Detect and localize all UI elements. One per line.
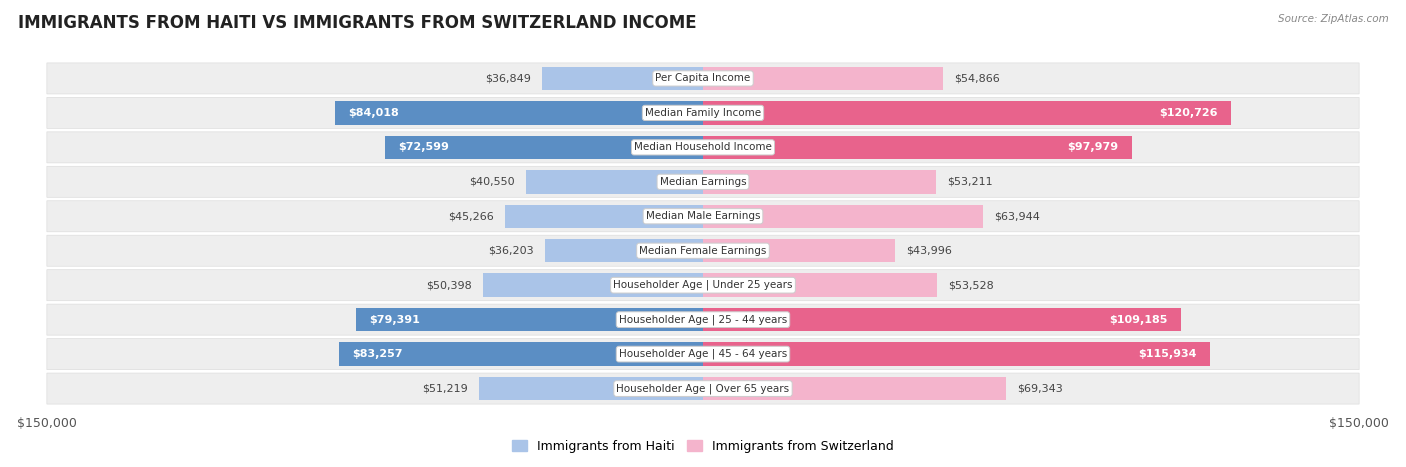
Text: Householder Age | 25 - 44 years: Householder Age | 25 - 44 years — [619, 314, 787, 325]
FancyBboxPatch shape — [46, 235, 1360, 266]
Text: $72,599: $72,599 — [398, 142, 450, 152]
Text: $120,726: $120,726 — [1160, 108, 1218, 118]
Legend: Immigrants from Haiti, Immigrants from Switzerland: Immigrants from Haiti, Immigrants from S… — [508, 435, 898, 458]
Bar — [703, 67, 943, 90]
Text: Per Capita Income: Per Capita Income — [655, 73, 751, 84]
Bar — [356, 308, 703, 332]
Bar — [703, 239, 896, 262]
FancyBboxPatch shape — [46, 98, 1360, 128]
Bar — [385, 135, 703, 159]
Text: $84,018: $84,018 — [349, 108, 399, 118]
Bar — [703, 308, 1181, 332]
Bar — [703, 377, 1007, 400]
Text: $53,211: $53,211 — [946, 177, 993, 187]
Text: $51,219: $51,219 — [422, 383, 468, 394]
Bar — [541, 67, 703, 90]
Text: $53,528: $53,528 — [948, 280, 994, 290]
Text: $43,996: $43,996 — [907, 246, 952, 256]
Text: $45,266: $45,266 — [449, 211, 494, 221]
Bar — [703, 342, 1211, 366]
Text: $69,343: $69,343 — [1018, 383, 1063, 394]
Bar — [703, 170, 936, 193]
Text: Source: ZipAtlas.com: Source: ZipAtlas.com — [1278, 14, 1389, 24]
Bar — [544, 239, 703, 262]
Text: Median Male Earnings: Median Male Earnings — [645, 211, 761, 221]
Bar — [482, 274, 703, 297]
Text: Median Household Income: Median Household Income — [634, 142, 772, 152]
FancyBboxPatch shape — [46, 63, 1360, 94]
FancyBboxPatch shape — [46, 373, 1360, 404]
Text: $79,391: $79,391 — [368, 315, 420, 325]
FancyBboxPatch shape — [46, 339, 1360, 369]
Text: Median Earnings: Median Earnings — [659, 177, 747, 187]
Text: $36,849: $36,849 — [485, 73, 531, 84]
Bar — [526, 170, 703, 193]
Text: $115,934: $115,934 — [1139, 349, 1197, 359]
Text: $97,979: $97,979 — [1067, 142, 1118, 152]
Text: Householder Age | Under 25 years: Householder Age | Under 25 years — [613, 280, 793, 290]
Text: Householder Age | Over 65 years: Householder Age | Over 65 years — [616, 383, 790, 394]
Text: IMMIGRANTS FROM HAITI VS IMMIGRANTS FROM SWITZERLAND INCOME: IMMIGRANTS FROM HAITI VS IMMIGRANTS FROM… — [18, 14, 697, 32]
Text: $54,866: $54,866 — [953, 73, 1000, 84]
Text: $109,185: $109,185 — [1109, 315, 1167, 325]
Text: Median Female Earnings: Median Female Earnings — [640, 246, 766, 256]
Text: Median Family Income: Median Family Income — [645, 108, 761, 118]
Bar — [505, 205, 703, 228]
Bar — [479, 377, 703, 400]
Bar — [703, 274, 938, 297]
FancyBboxPatch shape — [46, 166, 1360, 198]
Bar — [339, 342, 703, 366]
Text: $40,550: $40,550 — [470, 177, 515, 187]
Text: Householder Age | 45 - 64 years: Householder Age | 45 - 64 years — [619, 349, 787, 359]
Bar — [336, 101, 703, 125]
Text: $36,203: $36,203 — [488, 246, 534, 256]
FancyBboxPatch shape — [46, 201, 1360, 232]
FancyBboxPatch shape — [46, 304, 1360, 335]
Bar — [703, 101, 1232, 125]
Text: $83,257: $83,257 — [352, 349, 402, 359]
Text: $50,398: $50,398 — [426, 280, 471, 290]
Bar — [703, 135, 1132, 159]
Text: $63,944: $63,944 — [994, 211, 1039, 221]
FancyBboxPatch shape — [46, 132, 1360, 163]
FancyBboxPatch shape — [46, 269, 1360, 301]
Bar — [703, 205, 983, 228]
